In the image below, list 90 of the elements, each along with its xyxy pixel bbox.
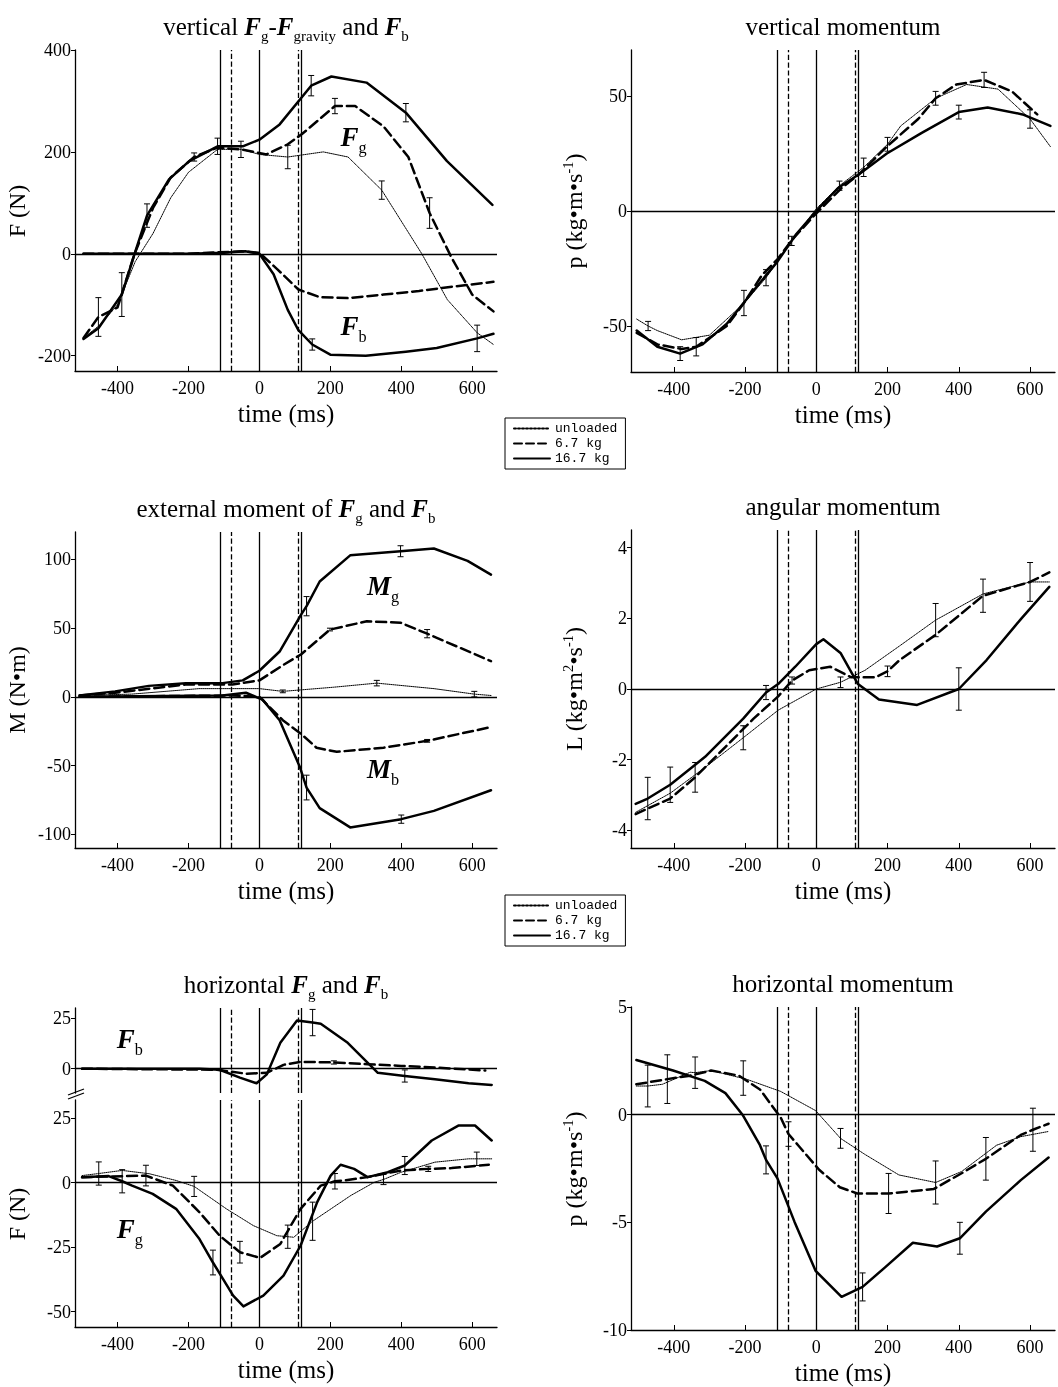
legend-label: unloaded (555, 421, 618, 436)
x-tick-label: 200 (874, 1337, 902, 1357)
y-tick-label: 0 (618, 1104, 627, 1125)
annotation: M$_{b}$ (366, 754, 400, 789)
y-tick-label: -50 (47, 755, 71, 776)
annotation: F$_{g}$ (340, 122, 367, 157)
x-axis-title: time (ms) (236, 400, 336, 427)
y-tick-label: 0 (62, 1172, 71, 1193)
legend-label: 16.7 kg (555, 451, 610, 466)
x-axis-title: time (ms) (236, 1356, 336, 1383)
x-axis-title: time (ms) (793, 1359, 893, 1386)
x-tick-label: 400 (945, 379, 973, 399)
x-tick-label: 0 (254, 1334, 264, 1354)
x-tick-label: 400 (387, 1334, 415, 1354)
x-tick-label: 600 (1016, 379, 1044, 399)
x-tick-label: 0 (254, 378, 264, 398)
legend-label: 6.7 kg (555, 913, 602, 928)
y-tick-label: -50 (47, 1301, 71, 1322)
chart-title: horizontal momentum (731, 970, 955, 997)
y-tick-label: 100 (44, 549, 71, 570)
x-tick-label: 0 (811, 379, 821, 399)
x-tick-label: -200 (728, 855, 762, 875)
x-tick-label: 400 (387, 855, 415, 875)
x-tick-label: -400 (657, 855, 691, 875)
y-tick-label: -200 (38, 345, 71, 366)
x-tick-label: -400 (657, 1337, 691, 1357)
x-tick-label: 400 (387, 378, 415, 398)
y-tick-label: 50 (53, 618, 71, 639)
x-tick-label: -200 (171, 378, 205, 398)
chart-title: vertical momentum (744, 13, 942, 40)
x-tick-label: 600 (458, 855, 486, 875)
y-tick-label: 4 (618, 537, 627, 558)
x-tick-label: 200 (316, 1334, 344, 1354)
y-tick-label: 2 (618, 608, 627, 629)
y-axis-title: F (N) (4, 1187, 30, 1240)
annotation: M$_{g}$ (366, 571, 400, 606)
y-tick-label: -2 (612, 749, 627, 770)
x-tick-label: 0 (811, 855, 821, 875)
x-tick-label: -200 (171, 1334, 205, 1354)
x-tick-label: 0 (254, 855, 264, 875)
y-tick-label: 0 (618, 201, 627, 221)
legend-label: 16.7 kg (555, 928, 610, 943)
x-tick-label: 0 (811, 1337, 821, 1357)
chart-title: vertical F$_{g}$-F$_{gravity}$ and F$_{b}$ (163, 13, 409, 44)
x-tick-label: -200 (171, 855, 205, 875)
y-tick-label: 0 (62, 1058, 71, 1079)
y-tick-label: 0 (62, 686, 71, 707)
y-tick-label: -50 (603, 316, 627, 336)
x-tick-label: 200 (316, 855, 344, 875)
y-tick-label: -5 (612, 1212, 627, 1233)
x-tick-label: 200 (874, 379, 902, 399)
x-tick-label: 200 (316, 378, 344, 398)
y-tick-label: 25 (53, 1008, 71, 1029)
legend-label: 6.7 kg (555, 436, 602, 451)
y-tick-label: -10 (603, 1320, 627, 1340)
y-tick-label: 25 (53, 1108, 71, 1129)
x-tick-label: 600 (458, 378, 486, 398)
chart-title: horizontal F$_{g}$ and F$_{b}$ (182, 971, 390, 1002)
x-tick-label: -400 (657, 379, 691, 399)
x-tick-label: 600 (1016, 1337, 1044, 1357)
x-axis-title: time (ms) (793, 401, 893, 428)
annotation: F$_{g}$ (116, 1213, 143, 1249)
y-tick-label: -4 (612, 820, 627, 841)
annotation: F$_{b}$ (116, 1024, 143, 1059)
x-tick-label: -200 (728, 1337, 762, 1357)
x-axis-title: time (ms) (793, 877, 893, 904)
x-tick-label: 400 (945, 855, 973, 875)
y-tick-label: -100 (38, 824, 71, 845)
x-tick-label: -400 (101, 378, 135, 398)
y-tick-label: 5 (618, 997, 627, 1017)
x-tick-label: -200 (728, 379, 762, 399)
y-tick-label: 200 (44, 141, 71, 162)
y-tick-label: -25 (47, 1237, 71, 1258)
chart-title: external moment of F$_{g}$ and F$_{b}$ (135, 495, 437, 526)
x-tick-label: 600 (1016, 855, 1044, 875)
y-tick-label: 0 (62, 243, 71, 264)
y-axis-title: M (N•m) (4, 646, 30, 734)
y-tick-label: 0 (618, 679, 627, 699)
x-axis-title: time (ms) (236, 877, 336, 904)
x-tick-label: 200 (874, 855, 902, 875)
y-tick-label: 50 (609, 86, 627, 106)
y-tick-label: 400 (44, 40, 71, 60)
x-tick-label: -400 (101, 855, 135, 875)
chart-title: angular momentum (744, 493, 942, 520)
x-tick-label: 400 (945, 1337, 973, 1357)
y-axis-title: F (N) (4, 184, 30, 237)
annotation: F$_{b}$ (340, 311, 367, 346)
x-tick-label: -400 (101, 1334, 135, 1354)
legend-label: unloaded (555, 898, 618, 913)
x-tick-label: 600 (458, 1334, 486, 1354)
